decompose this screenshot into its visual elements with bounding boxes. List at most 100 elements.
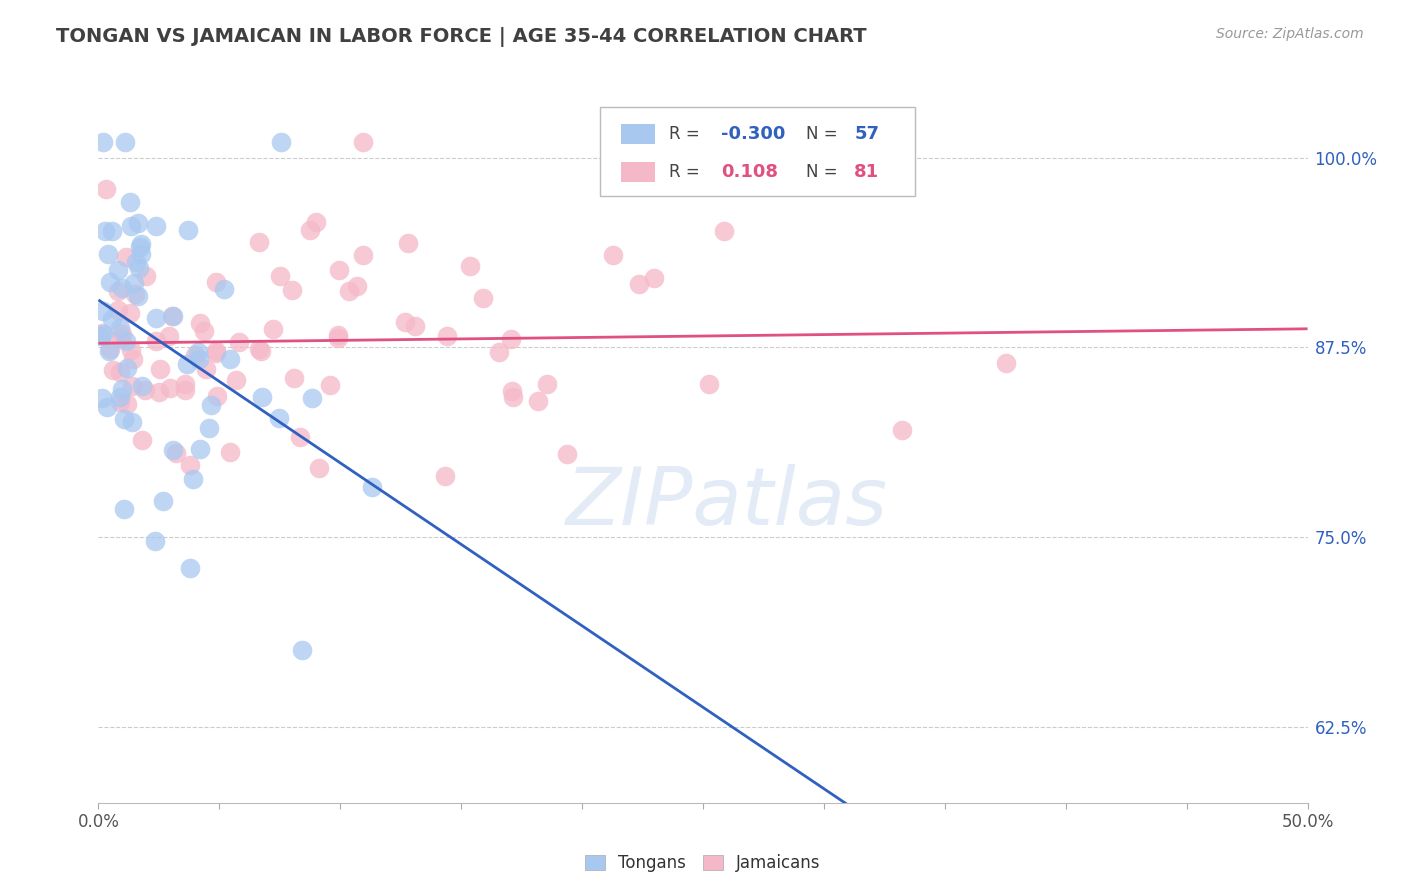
Point [110, 331, 132, 345]
Point [225, 374, 247, 388]
Point [471, 291, 494, 305]
Point [159, 381, 181, 395]
Point [436, 329, 458, 343]
Point [120, 219, 142, 234]
Point [121, 378, 143, 392]
Text: 57: 57 [855, 125, 879, 143]
Point [188, 442, 211, 456]
Point [94, 182, 117, 196]
Point [212, 282, 235, 296]
Text: -0.300: -0.300 [721, 125, 786, 143]
Point [267, 411, 290, 425]
Text: Source: ZipAtlas.com: Source: ZipAtlas.com [1216, 27, 1364, 41]
Point [162, 309, 184, 323]
Point [318, 377, 340, 392]
Point [250, 390, 273, 404]
Text: TONGAN VS JAMAICAN IN LABOR FORCE | AGE 35-44 CORRELATION CHART: TONGAN VS JAMAICAN IN LABOR FORCE | AGE … [56, 27, 868, 46]
Point [188, 316, 211, 330]
Point [97, 247, 120, 261]
Point [165, 446, 187, 460]
Legend: Tongans, Jamaicans: Tongans, Jamaicans [576, 846, 830, 880]
Point [115, 250, 138, 264]
Point [177, 223, 200, 237]
Point [288, 430, 311, 444]
Point [122, 276, 145, 290]
Point [101, 363, 124, 377]
Point [352, 248, 374, 262]
Point [143, 534, 166, 549]
Point [112, 501, 135, 516]
Point [627, 277, 650, 292]
Point [135, 268, 157, 283]
Point [187, 345, 209, 359]
Point [361, 480, 384, 494]
Point [91, 327, 114, 342]
Point [118, 306, 141, 320]
Point [100, 276, 122, 290]
Point [308, 460, 330, 475]
Point [108, 395, 131, 409]
Point [198, 421, 221, 435]
Point [228, 335, 250, 350]
Point [94, 224, 117, 238]
Point [128, 260, 150, 275]
Point [458, 259, 481, 273]
Point [114, 136, 136, 150]
Point [131, 379, 153, 393]
Text: 0.108: 0.108 [721, 163, 778, 181]
Point [124, 287, 146, 301]
Point [108, 365, 131, 379]
Point [205, 275, 228, 289]
Point [90, 326, 112, 340]
Point [122, 351, 145, 366]
Point [195, 361, 218, 376]
Point [269, 268, 291, 283]
Point [527, 394, 550, 409]
Point [101, 224, 124, 238]
Point [219, 351, 242, 366]
Point [181, 472, 204, 486]
Point [434, 469, 457, 483]
Point [205, 346, 228, 360]
Point [149, 362, 172, 376]
Text: N =: N = [806, 125, 842, 143]
Point [247, 342, 270, 356]
Point [148, 384, 170, 399]
Point [270, 136, 292, 150]
Point [101, 312, 124, 326]
Point [111, 280, 134, 294]
Point [346, 278, 368, 293]
Point [697, 376, 720, 391]
Point [124, 255, 146, 269]
Point [247, 235, 270, 249]
Point [110, 382, 132, 396]
Point [298, 223, 321, 237]
Point [152, 494, 174, 508]
Point [205, 389, 228, 403]
Point [713, 224, 735, 238]
Point [96, 400, 118, 414]
Point [301, 391, 323, 405]
Point [107, 285, 129, 299]
Point [250, 344, 273, 359]
Point [159, 329, 181, 343]
Point [134, 383, 156, 397]
Point [394, 315, 416, 329]
Point [115, 361, 138, 376]
Point [396, 236, 419, 251]
Point [262, 322, 284, 336]
Point [111, 326, 134, 341]
Point [162, 442, 184, 457]
Point [404, 318, 426, 333]
Point [128, 240, 150, 254]
Text: 81: 81 [855, 163, 879, 181]
Point [205, 343, 228, 358]
Text: N =: N = [806, 163, 842, 181]
Point [131, 433, 153, 447]
Point [501, 332, 523, 346]
Point [108, 390, 131, 404]
FancyBboxPatch shape [621, 162, 655, 182]
Point [488, 344, 510, 359]
Point [501, 384, 523, 398]
Text: ZIPatlas: ZIPatlas [567, 464, 889, 542]
